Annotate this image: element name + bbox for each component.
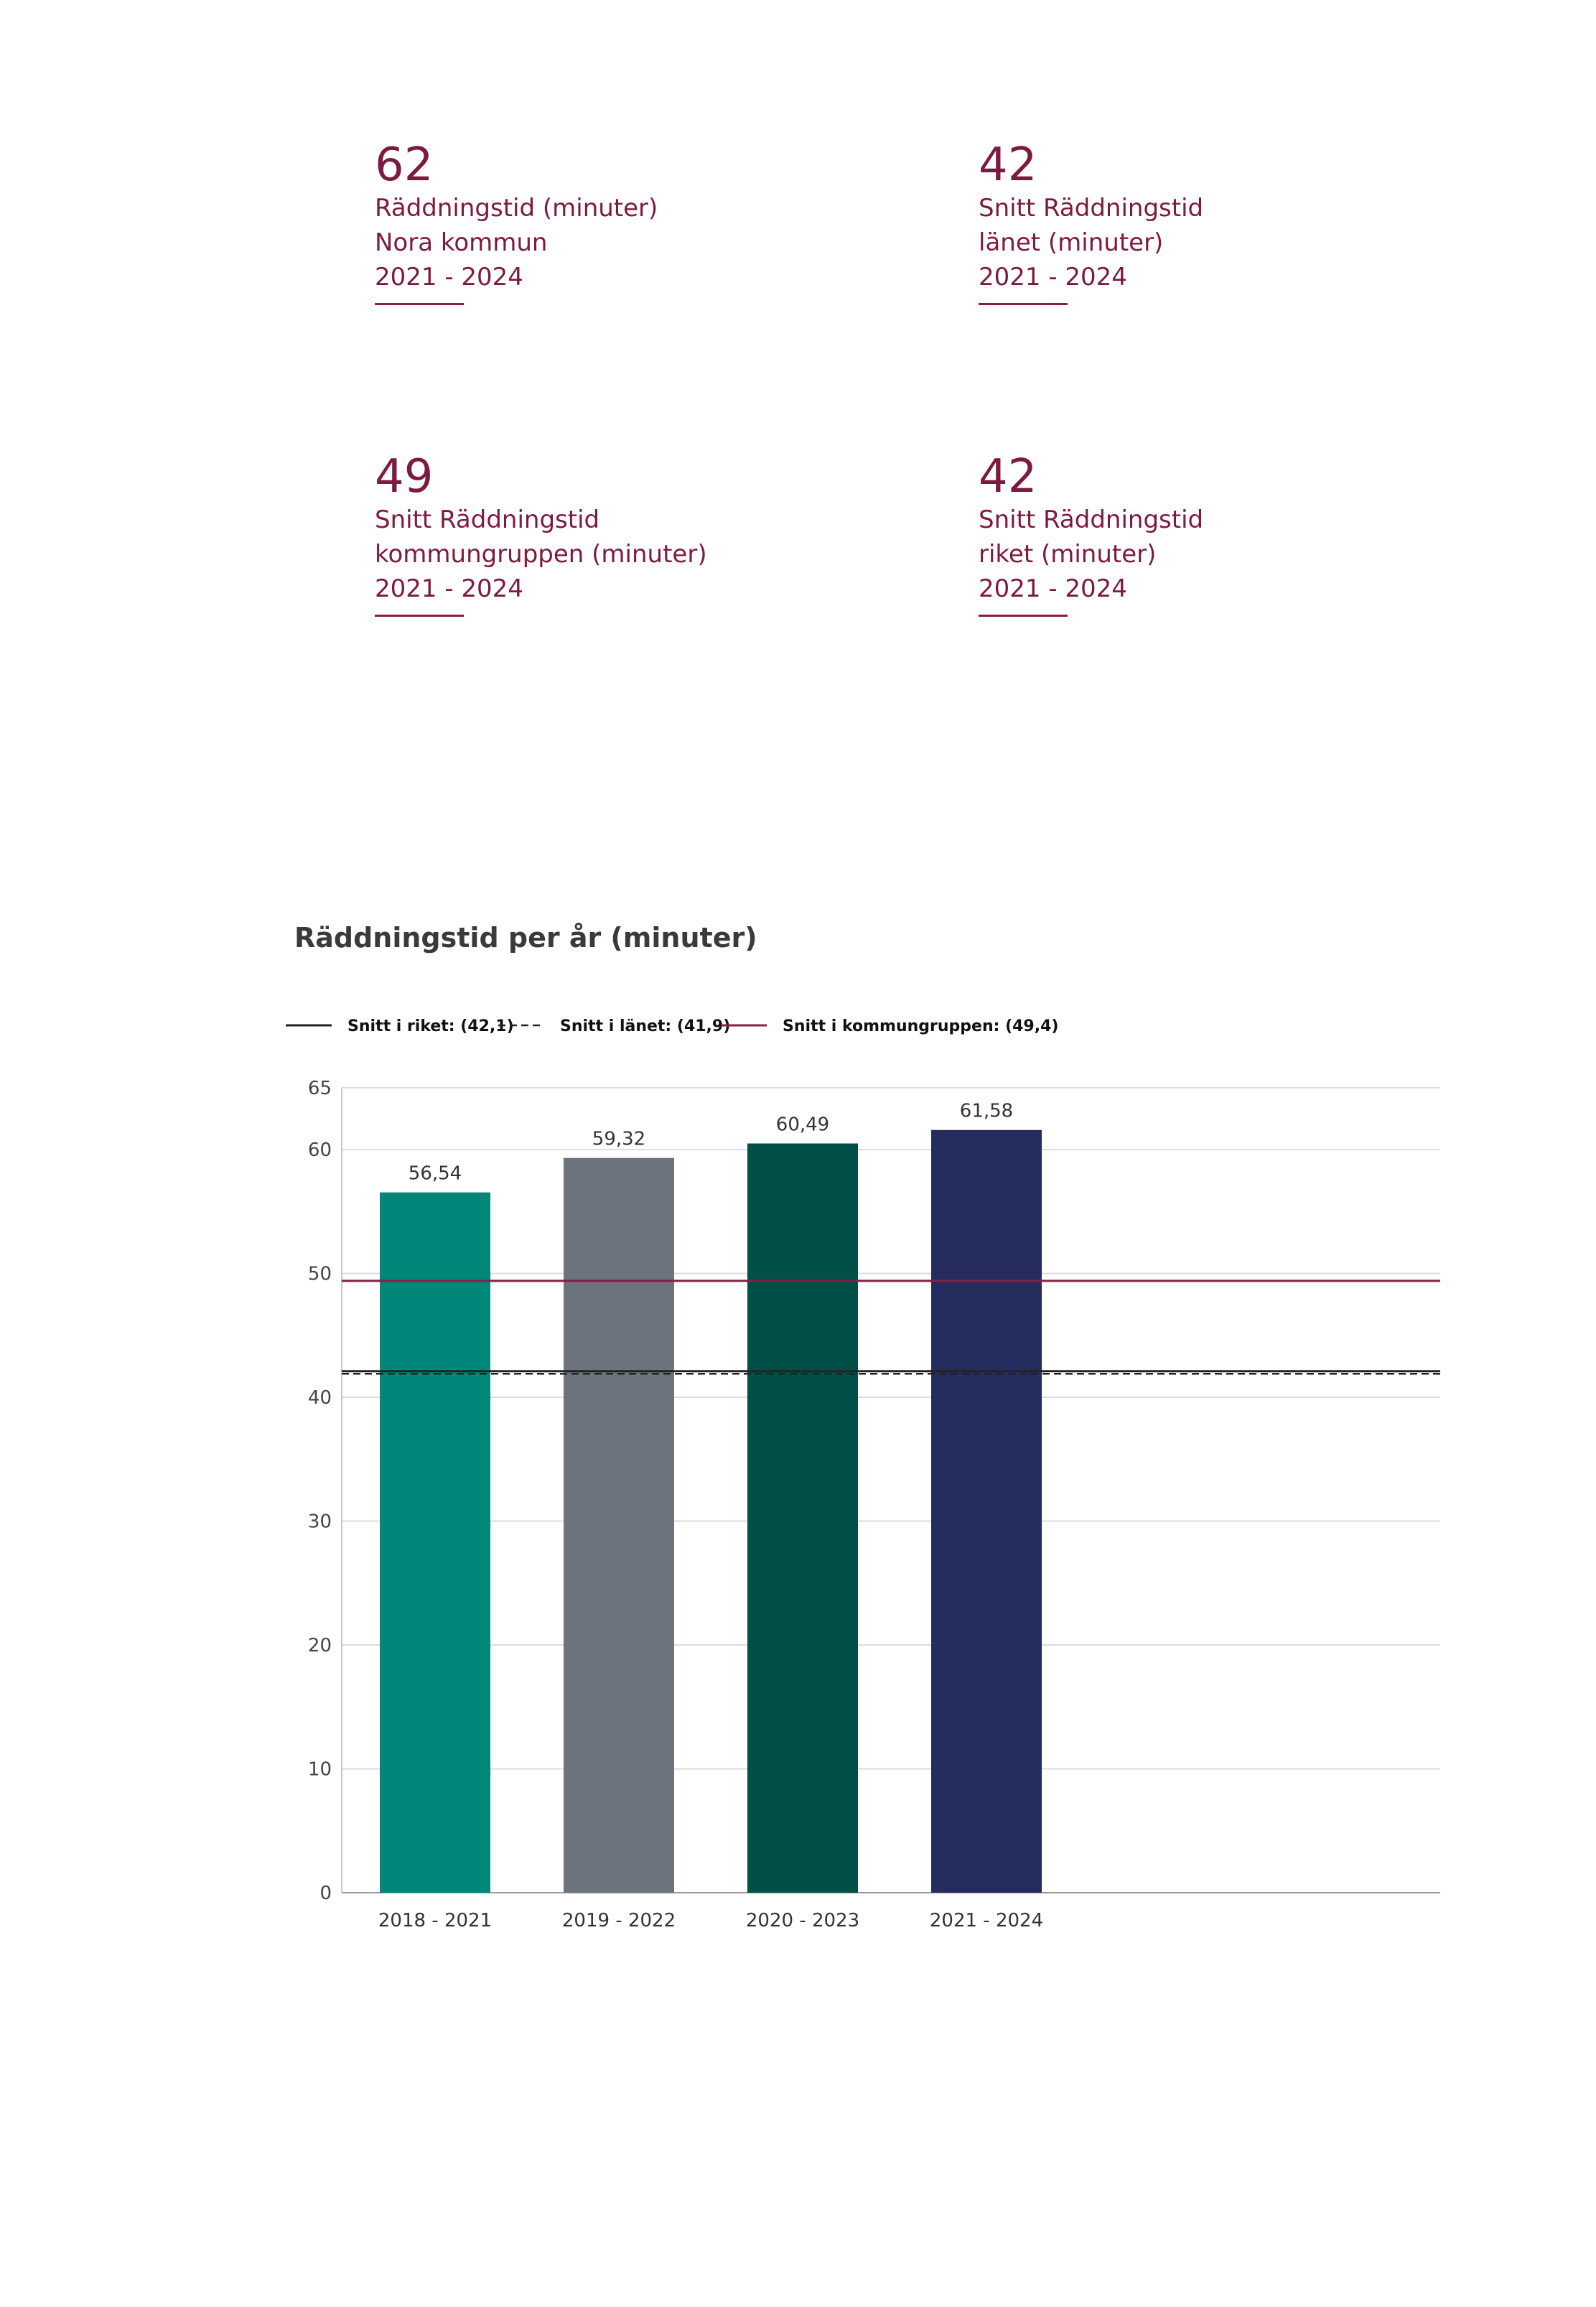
bar [564, 1157, 674, 1893]
kpi-card-riket: 42 Snitt Räddningstid riket (minuter) 20… [979, 451, 1203, 617]
kpi-underline [375, 615, 464, 617]
y-tick-label: 20 [308, 1635, 332, 1656]
kpi-period: 2021 - 2024 [375, 574, 523, 603]
legend: Snitt i riket: (42,1) Snitt i länet: (41,… [286, 1017, 1058, 1035]
kpi-label-line: Snitt Räddningstid [979, 505, 1204, 534]
kpi-card-kommungruppen: 49 Snitt Räddningstid kommungruppen (min… [375, 451, 707, 617]
kpi-value: 42 [979, 450, 1037, 503]
bar [931, 1129, 1042, 1893]
x-tick-label: 2018 - 2021 [378, 1910, 492, 1931]
bar-layer [380, 1129, 1042, 1893]
kpi-value: 62 [375, 139, 434, 192]
data-label: 59,32 [592, 1129, 645, 1150]
bar [380, 1192, 490, 1893]
y-tick-label: 10 [308, 1759, 332, 1781]
kpi-value: 42 [979, 139, 1037, 192]
kpi-label-line: kommungruppen (minuter) [375, 540, 707, 569]
kpi-period: 2021 - 2024 [375, 263, 523, 292]
kpi-label-line: Räddningstid (minuter) [375, 194, 658, 223]
label-layer: 56,54 2018 - 2021 59,32 2019 - 2022 60,49 202… [378, 1101, 1043, 1931]
kpi-period: 2021 - 2024 [979, 263, 1127, 292]
chart-title: Räddningstid per år (minuter) [294, 922, 757, 954]
y-tick-label: 40 [308, 1387, 332, 1409]
kpi-label-line: riket (minuter) [979, 540, 1157, 569]
data-label: 60,49 [776, 1114, 829, 1136]
legend-label: Snitt i kommungruppen: (49,4) [783, 1017, 1058, 1035]
kpi-underline [979, 303, 1068, 305]
x-tick-label: 2019 - 2022 [562, 1910, 676, 1931]
y-tick-label: 65 [308, 1078, 332, 1099]
y-tick-label: 50 [308, 1264, 332, 1285]
data-label: 56,54 [409, 1163, 462, 1185]
reference-line-layer [342, 1280, 1440, 1375]
kpi-card-lanet: 42 Snitt Räddningstid länet (minuter) 20… [979, 139, 1203, 305]
kpi-value: 49 [375, 450, 434, 503]
legend-label: Snitt i länet: (41,9) [560, 1017, 730, 1035]
x-tick-label: 2020 - 2023 [746, 1910, 859, 1931]
kpi-label-line: Snitt Räddningstid [979, 194, 1204, 223]
kpi-card-nora-kommun: 62 Räddningstid (minuter) Nora kommun 20… [375, 139, 658, 305]
kpi-underline [979, 615, 1068, 617]
bar [747, 1143, 858, 1893]
data-label: 61,58 [960, 1101, 1013, 1122]
legend-label: Snitt i riket: (42,1) [347, 1017, 514, 1035]
y-tick-label: 60 [308, 1139, 332, 1161]
kpi-underline [375, 303, 464, 305]
grid-layer [342, 1086, 1440, 1770]
kpi-period: 2021 - 2024 [979, 574, 1127, 603]
x-tick-label: 2021 - 2024 [930, 1910, 1043, 1931]
kpi-label-line: länet (minuter) [979, 228, 1164, 257]
y-tick-label: 30 [308, 1511, 332, 1533]
kpi-label-line: Snitt Räddningstid [375, 505, 600, 534]
y-tick-label: 0 [319, 1883, 332, 1904]
kpi-label-line: Nora kommun [375, 228, 548, 257]
axis-layer: 0 10 20 30 40 50 60 65 [308, 1078, 1440, 1904]
